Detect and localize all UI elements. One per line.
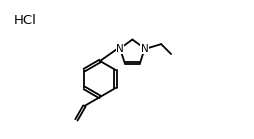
Text: N: N [116,44,123,54]
Text: HCl: HCl [14,14,37,28]
Text: N: N [140,44,148,54]
